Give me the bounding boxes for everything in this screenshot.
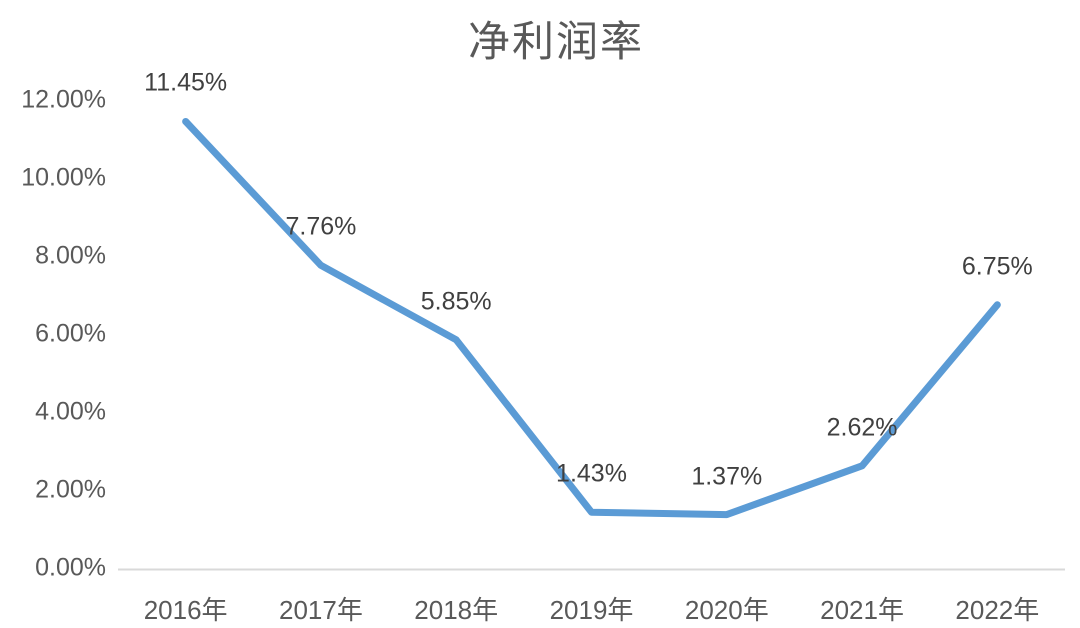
y-tick-label: 0.00% <box>35 553 106 582</box>
series-line <box>182 117 1001 519</box>
x-tick-label: 2022年 <box>955 595 1040 625</box>
y-tick-label: 6.00% <box>35 319 106 348</box>
x-tick-label: 2021年 <box>820 595 904 625</box>
y-tick-label: 8.00% <box>35 241 106 270</box>
y-tick-label: 4.00% <box>35 397 106 426</box>
data-point-label: 6.75% <box>961 252 1033 281</box>
x-tick-label: 2020年 <box>684 595 769 625</box>
data-point-label: 5.85% <box>420 287 492 316</box>
data-point-label: 7.76% <box>285 212 357 241</box>
data-point-label: 2.62% <box>826 413 898 442</box>
x-tick-label: 2019年 <box>549 595 634 625</box>
y-tick-label: 10.00% <box>21 163 106 192</box>
x-tick-label: 2016年 <box>143 595 228 625</box>
data-point-label: 11.45% <box>144 68 228 97</box>
x-tick-label: 2018年 <box>414 595 499 625</box>
x-tick-label: 2017年 <box>279 595 363 625</box>
chart-title: 净利润率 <box>467 20 644 66</box>
data-point-label: 1.43% <box>556 459 627 488</box>
data-point-label: 1.37% <box>691 462 763 491</box>
y-tick-label: 2.00% <box>35 475 106 504</box>
y-tick-label: 12.00% <box>21 85 106 114</box>
